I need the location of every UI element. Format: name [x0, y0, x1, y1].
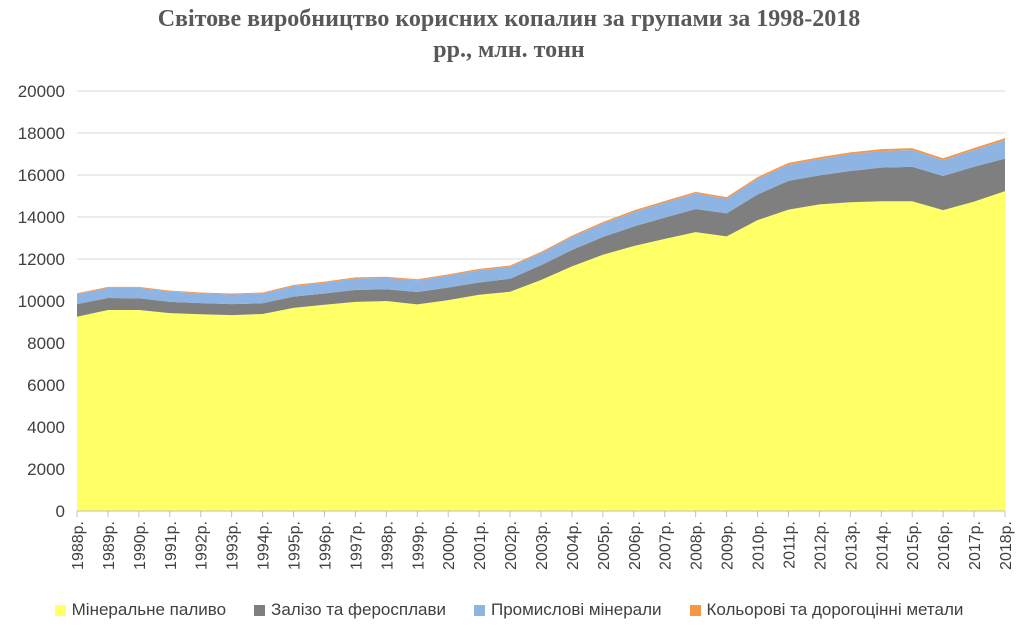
legend-label: Мінеральне паливо: [71, 600, 227, 619]
x-tick-label: 2018р.: [998, 521, 1015, 570]
x-tick-label: 1998р.: [379, 521, 396, 570]
x-tick-label: 1999р.: [410, 521, 427, 570]
x-tick-label: 1993р.: [225, 521, 242, 570]
y-tick-label: 16000: [18, 166, 65, 185]
y-tick-label: 10000: [18, 292, 65, 311]
x-tick-label: 2013р.: [843, 521, 860, 570]
x-tick-label: 2007р.: [658, 521, 675, 570]
legend-item: Кольорові та дорогоцінні метали: [689, 600, 964, 620]
y-tick-label: 18000: [18, 124, 65, 143]
y-tick-label: 6000: [27, 376, 65, 395]
chart-legend: Мінеральне паливо Залізо та феросплави П…: [0, 600, 1018, 620]
x-tick-label: 2000р.: [441, 521, 458, 570]
x-tick-label: 2001р.: [472, 521, 489, 570]
x-tick-label: 1989р.: [101, 521, 118, 570]
y-tick-label: 4000: [27, 418, 65, 437]
legend-label: Промислові мінерали: [490, 600, 662, 619]
area-series-1: [77, 191, 1005, 512]
legend-swatch: [254, 604, 266, 616]
legend-label: Залізо та феросплави: [271, 600, 446, 619]
chart-title-line-2: рр., млн. тонн: [433, 37, 585, 63]
area-chart: 0 2000 4000 6000 8000 10000 12000 14000 16000 180…: [18, 82, 1015, 570]
legend-item: Залізо та феросплави: [254, 600, 446, 620]
legend-swatch: [473, 604, 485, 616]
x-tick-label: 2009р.: [720, 521, 737, 570]
x-tick-label: 2008р.: [689, 521, 706, 570]
legend-item: Мінеральне паливо: [54, 600, 227, 620]
x-tick-label: 2002р.: [503, 521, 520, 570]
legend-label: Кольорові та дорогоцінні метали: [706, 600, 964, 619]
x-tick-label: 2014р.: [874, 521, 891, 570]
y-tick-label: 12000: [18, 250, 65, 269]
x-tick-label: 1997р.: [348, 521, 365, 570]
x-tick-label: 2010р.: [751, 521, 768, 570]
x-tick-label: 1990р.: [132, 521, 149, 570]
y-tick-label: 14000: [18, 208, 65, 227]
chart-title-line-1: Світове виробництво корисних копалин за …: [157, 6, 861, 32]
y-tick-label: 8000: [27, 334, 65, 353]
y-tick-label: 2000: [27, 460, 65, 479]
x-tick-label: 2004р.: [565, 521, 582, 570]
x-tick-label: 1988р.: [70, 521, 87, 570]
x-tick-label: 2005р.: [596, 521, 613, 570]
x-tick-label: 2003р.: [534, 521, 551, 570]
y-tick-label: 0: [56, 502, 65, 521]
x-tick-label: 2015р.: [905, 521, 922, 570]
y-tick-label: 20000: [18, 82, 65, 101]
area-series-2: [77, 158, 1005, 317]
legend-swatch: [689, 604, 701, 616]
x-tick-label: 1991р.: [163, 521, 180, 570]
x-tick-label: 1995р.: [287, 521, 304, 570]
x-tick-label: 2011р.: [781, 521, 798, 569]
x-tick-label: 2017р.: [967, 521, 984, 570]
x-tick-label: 2012р.: [812, 521, 829, 570]
x-tick-label: 2006р.: [627, 521, 644, 570]
area-series-3: [77, 140, 1005, 305]
legend-item: Промислові мінерали: [473, 600, 662, 620]
x-tick-label: 2016р.: [936, 521, 953, 570]
x-tick-label: 1994р.: [256, 521, 273, 570]
legend-swatch: [54, 604, 66, 616]
x-tick-label: 1992р.: [194, 521, 211, 570]
x-tick-label: 1996р.: [317, 521, 334, 570]
